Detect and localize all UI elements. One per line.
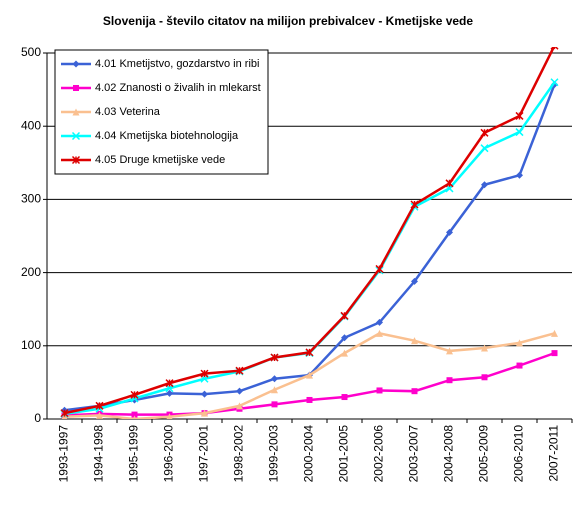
y-tick-label: 200	[21, 265, 41, 279]
marker	[341, 334, 348, 342]
x-tick-label: 1995-1999	[127, 425, 141, 483]
marker	[341, 349, 348, 357]
marker	[340, 311, 349, 320]
marker	[166, 413, 173, 419]
x-tick-label: 2007-2011	[547, 425, 561, 482]
y-tick-label: 500	[21, 45, 41, 59]
marker	[271, 375, 278, 383]
marker	[515, 111, 524, 120]
marker	[200, 369, 209, 378]
series-line	[64, 351, 555, 417]
marker	[516, 339, 523, 347]
marker	[95, 401, 104, 410]
marker	[445, 179, 454, 188]
x-tick-label: 2000-2004	[302, 425, 316, 483]
x-tick-label: 1999-2003	[267, 425, 281, 483]
marker	[376, 329, 383, 337]
marker	[130, 390, 139, 399]
marker	[236, 402, 243, 410]
marker	[306, 396, 313, 403]
plot	[60, 47, 559, 419]
marker	[446, 347, 453, 355]
marker	[165, 379, 174, 388]
x-tick-label: 2001-2005	[337, 425, 351, 483]
marker	[131, 411, 138, 418]
y-tick-label: 0	[34, 411, 41, 425]
legend-label: 4.02 Znanosti o živalih in mlekarst	[95, 82, 261, 94]
x-tick-label: 2005-2009	[477, 425, 491, 483]
marker	[516, 362, 523, 369]
marker	[480, 144, 489, 153]
marker	[236, 387, 243, 395]
x-tick-label: 2006-2010	[512, 425, 526, 483]
marker	[550, 78, 559, 87]
marker	[132, 415, 137, 419]
marker	[201, 390, 208, 398]
marker	[446, 377, 453, 384]
x-tick-label: 1996-2000	[162, 425, 176, 483]
marker	[235, 366, 244, 375]
legend-label: 4.01 Kmetijstvo, gozdarstvo in ribi	[95, 58, 259, 70]
marker	[551, 350, 558, 357]
marker	[73, 85, 79, 91]
marker	[411, 277, 418, 285]
x-tick-label: 1993-1997	[57, 425, 71, 483]
marker	[166, 389, 173, 397]
y-tick-label: 100	[21, 338, 41, 352]
marker	[481, 181, 488, 189]
marker	[376, 318, 383, 326]
marker	[516, 171, 523, 179]
marker	[551, 329, 558, 337]
y-tick-label: 300	[21, 192, 41, 206]
x-tick-label: 2002-2006	[372, 425, 386, 483]
x-tick-label: 2003-2007	[407, 425, 421, 483]
marker	[550, 47, 559, 50]
chart-title: Slovenija - število citatov na milijon p…	[103, 14, 473, 28]
marker	[481, 344, 488, 352]
x-tick-label: 2004-2008	[442, 425, 456, 483]
marker	[201, 409, 208, 417]
marker	[271, 401, 278, 408]
marker	[481, 374, 488, 381]
legend-label: 4.05 Druge kmetijske vede	[95, 154, 225, 166]
marker	[305, 348, 314, 357]
marker	[411, 337, 418, 345]
marker	[60, 409, 69, 418]
marker	[411, 388, 418, 395]
marker	[270, 353, 279, 362]
x-tick-label: 1997-2001	[197, 425, 211, 483]
marker	[71, 131, 81, 141]
marker	[480, 128, 489, 137]
x-tick-label: 1998-2002	[232, 425, 246, 483]
marker	[71, 155, 81, 165]
marker	[341, 394, 348, 401]
marker	[306, 371, 313, 379]
marker	[72, 108, 80, 116]
legend-label: 4.04 Kmetijska biotehnologija	[95, 130, 239, 142]
marker	[72, 60, 80, 68]
marker	[410, 200, 419, 209]
marker	[375, 264, 384, 273]
x-tick-label: 1994-1998	[92, 425, 106, 483]
marker	[446, 228, 453, 236]
y-tick-label: 400	[21, 118, 41, 132]
marker	[271, 386, 278, 394]
marker	[376, 387, 383, 394]
marker	[515, 128, 524, 137]
legend-label: 4.03 Veterina	[95, 106, 161, 118]
marker	[96, 411, 103, 419]
